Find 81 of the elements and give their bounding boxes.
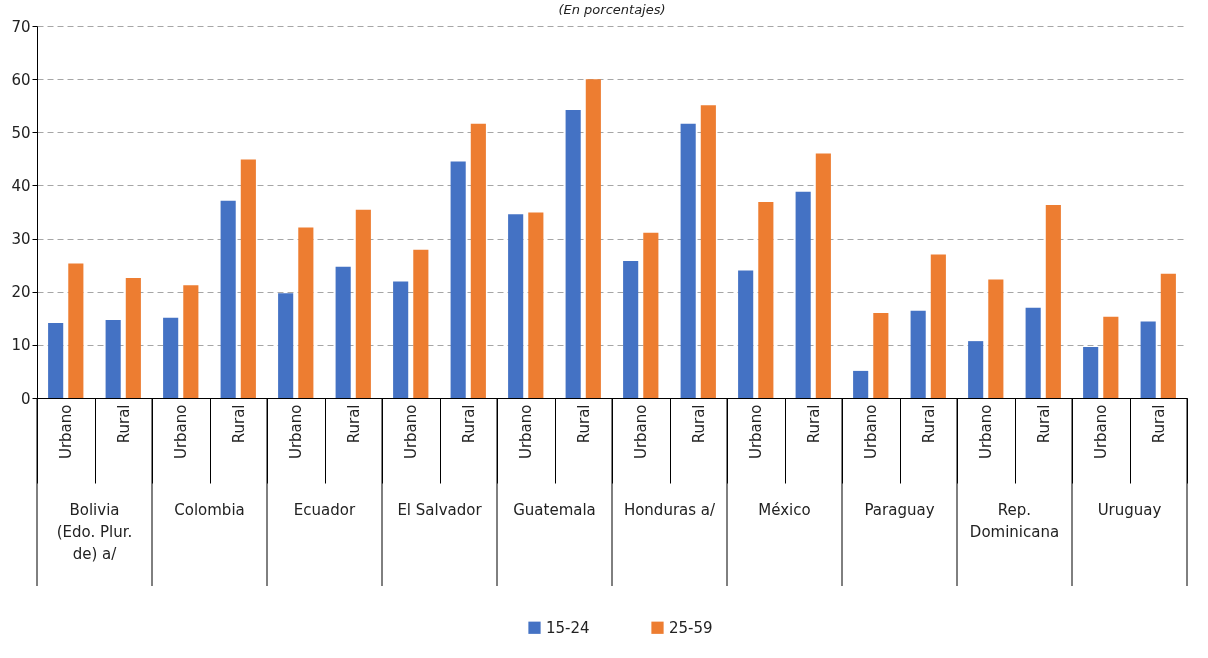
x-tick-label: Urbano [517,404,536,460]
bar [413,249,429,398]
text: El Salvador [397,501,483,519]
bar [988,279,1004,398]
bar [105,319,121,398]
y-tick-label: 30 [11,230,31,249]
y-tick-label: 10 [11,336,31,355]
bar [298,227,314,398]
x-tick-label: Urbano [862,404,881,460]
bar [278,293,294,398]
bar [393,281,409,398]
legend-label: 25-59 [669,618,713,637]
bar [450,161,466,398]
legend-label: 15-24 [546,618,590,637]
bar [68,263,84,398]
bar [680,123,696,398]
bar [930,254,946,398]
bar [815,153,831,398]
bar [758,201,774,398]
bar [335,266,351,398]
bar [163,317,179,398]
text: Colombia [174,501,245,519]
x-tick-label: Rural [229,404,248,444]
x-tick-label: Urbano [747,404,766,460]
x-tick-label: Rural [1149,404,1168,444]
x-tick-label: Urbano [172,404,191,460]
text: México [758,501,811,519]
chart-subtitle: (En porcentajes) [558,2,666,17]
x-tick-label: Urbano [57,404,76,460]
bar [240,159,256,398]
bar [623,260,639,398]
bar [910,310,926,398]
bar [220,200,236,398]
text: Guatemala [513,501,596,519]
y-tick-label: 40 [11,176,31,195]
bar [1045,205,1061,398]
text: Ecuador [293,501,356,519]
bar [565,109,581,398]
x-tick-label: Urbano [287,404,306,460]
bar [470,123,486,398]
x-tick-label: Rural [344,404,363,444]
y-tick-label: 0 [20,389,31,408]
x-tick-label: Urbano [632,404,651,460]
y-tick-label: 70 [11,17,31,36]
bar [183,285,199,398]
text: Bolivia (Edo. Plur. de) a/ [56,501,133,563]
x-tick-label: Rural [1034,404,1053,444]
bar [643,232,659,398]
y-tick-label: 50 [11,123,31,142]
bar [585,79,601,398]
text: Uruguay [1097,501,1162,519]
bar [1083,346,1099,398]
x-tick-label: Rural [114,404,133,444]
x-tick-label: Rural [459,404,478,444]
bar [1103,316,1119,398]
x-tick-label: Urbano [977,404,996,460]
bar [853,370,869,398]
x-tick-label: Rural [689,404,708,444]
x-tick-label: Urbano [402,404,421,460]
bar [873,312,889,398]
text: Paraguay [864,501,935,519]
x-tick-label: Rural [919,404,938,444]
y-tick-label: 60 [11,70,31,89]
bar [738,270,754,398]
y-tick-label: 20 [11,283,31,302]
bar [125,277,141,398]
x-tick-label: Rural [804,404,823,444]
bar [1025,307,1041,398]
text: Rep. Dominicana [969,501,1060,541]
bar [48,323,64,398]
bar [700,105,716,398]
x-tick-label: Rural [574,404,593,444]
bar [968,341,984,398]
bar [1140,321,1156,398]
bar [508,214,524,398]
x-tick-label: Urbano [1092,404,1111,460]
bar [355,209,371,398]
bar [795,191,811,398]
text: Honduras a/ [623,501,717,519]
bar [528,212,544,398]
bar [1160,273,1176,398]
